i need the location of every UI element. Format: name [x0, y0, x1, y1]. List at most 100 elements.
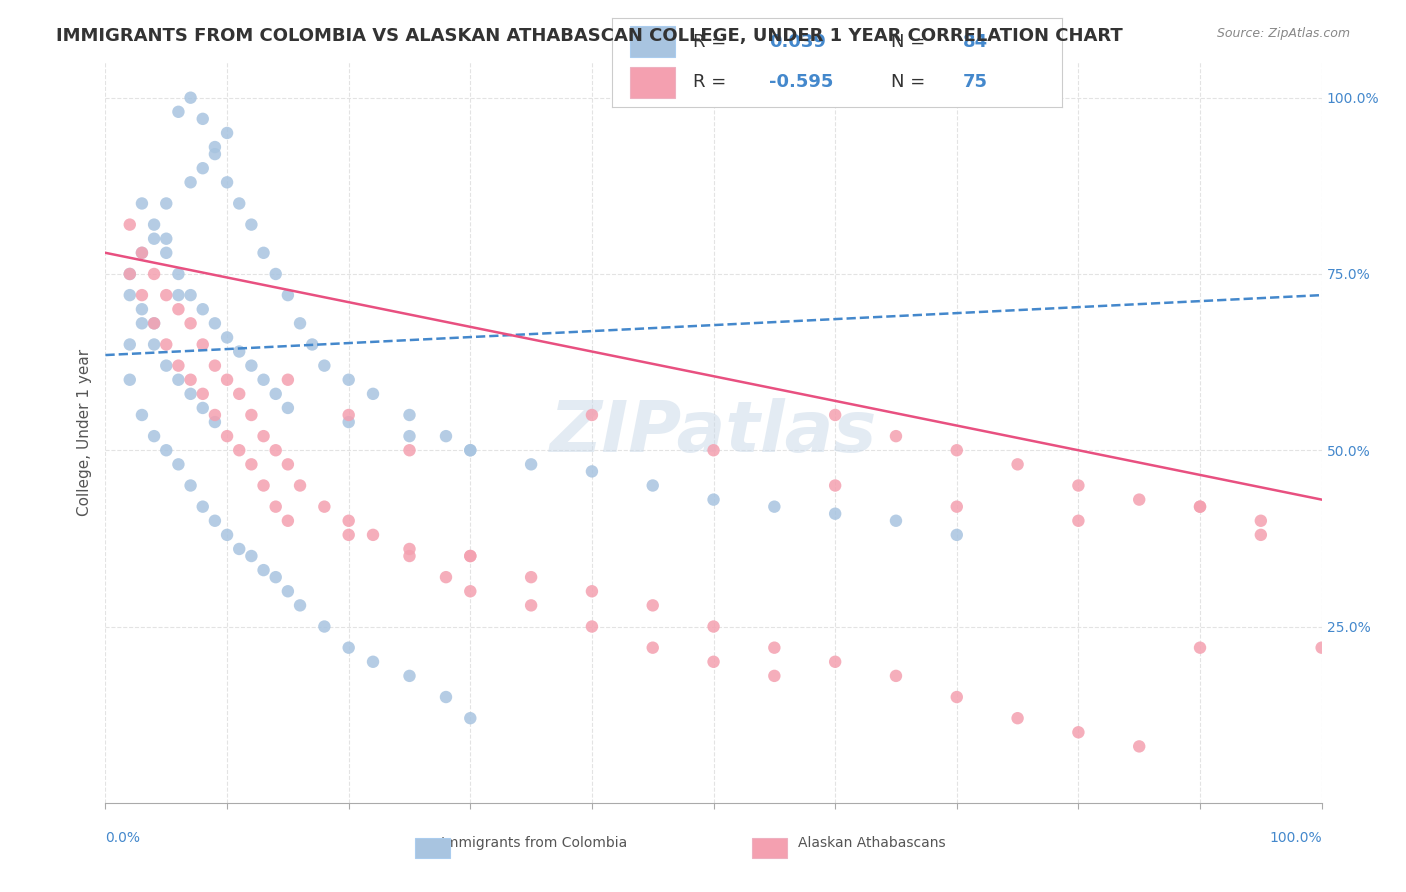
- Point: [1189, 500, 1212, 514]
- Point: [361, 387, 384, 401]
- Point: [131, 245, 153, 260]
- Point: [180, 91, 202, 105]
- Y-axis label: College, Under 1 year: College, Under 1 year: [76, 349, 91, 516]
- Point: [1067, 478, 1090, 492]
- Point: [398, 408, 420, 422]
- Point: [155, 359, 177, 373]
- Point: [240, 408, 263, 422]
- Point: [143, 232, 166, 246]
- Text: N =: N =: [890, 33, 925, 51]
- Point: [204, 514, 226, 528]
- Point: [277, 401, 299, 415]
- Point: [252, 429, 274, 443]
- Point: [398, 443, 420, 458]
- Point: [217, 126, 239, 140]
- Point: [434, 429, 457, 443]
- Point: [191, 112, 214, 126]
- Point: [763, 640, 786, 655]
- Text: 100.0%: 100.0%: [1270, 831, 1322, 846]
- Point: [118, 373, 141, 387]
- Point: [240, 549, 263, 563]
- Point: [131, 316, 153, 330]
- Point: [641, 478, 664, 492]
- Point: [1007, 458, 1029, 472]
- Point: [180, 373, 202, 387]
- Point: [252, 245, 274, 260]
- Point: [458, 711, 481, 725]
- Point: [180, 478, 202, 492]
- Point: [252, 563, 274, 577]
- Point: [945, 528, 967, 542]
- Point: [204, 140, 226, 154]
- Text: IMMIGRANTS FROM COLOMBIA VS ALASKAN ATHABASCAN COLLEGE, UNDER 1 YEAR CORRELATION: IMMIGRANTS FROM COLOMBIA VS ALASKAN ATHA…: [56, 27, 1123, 45]
- Point: [204, 316, 226, 330]
- Point: [143, 429, 166, 443]
- Point: [398, 669, 420, 683]
- Point: [143, 316, 166, 330]
- Point: [581, 619, 603, 633]
- Point: [167, 104, 190, 119]
- Point: [191, 161, 214, 176]
- Point: [458, 443, 481, 458]
- Point: [191, 337, 214, 351]
- Point: [131, 196, 153, 211]
- Point: [143, 316, 166, 330]
- Point: [945, 443, 967, 458]
- Point: [824, 507, 846, 521]
- Point: [118, 267, 141, 281]
- Point: [131, 408, 153, 422]
- Point: [458, 584, 481, 599]
- Point: [228, 196, 250, 211]
- Point: [191, 387, 214, 401]
- Point: [314, 619, 336, 633]
- Point: [458, 443, 481, 458]
- Point: [228, 344, 250, 359]
- Point: [361, 655, 384, 669]
- Point: [520, 570, 543, 584]
- Point: [1250, 514, 1272, 528]
- Point: [1128, 739, 1150, 754]
- Point: [520, 458, 543, 472]
- Point: [277, 373, 299, 387]
- Point: [217, 373, 239, 387]
- Point: [204, 359, 226, 373]
- Point: [277, 584, 299, 599]
- Point: [155, 245, 177, 260]
- Point: [118, 288, 141, 302]
- Point: [314, 500, 336, 514]
- Point: [945, 500, 967, 514]
- Point: [458, 549, 481, 563]
- Point: [824, 478, 846, 492]
- Point: [884, 429, 907, 443]
- Point: [228, 443, 250, 458]
- Text: Alaskan Athabascans: Alaskan Athabascans: [799, 836, 945, 850]
- Point: [228, 541, 250, 556]
- Text: -0.595: -0.595: [769, 73, 834, 91]
- Point: [277, 288, 299, 302]
- Bar: [630, 67, 675, 98]
- Point: [131, 302, 153, 317]
- Point: [314, 359, 336, 373]
- Point: [155, 288, 177, 302]
- Text: 0.0%: 0.0%: [105, 831, 141, 846]
- Point: [264, 500, 287, 514]
- Point: [1189, 500, 1212, 514]
- Point: [252, 478, 274, 492]
- Point: [581, 408, 603, 422]
- Point: [264, 443, 287, 458]
- Point: [398, 541, 420, 556]
- Point: [180, 387, 202, 401]
- Point: [264, 267, 287, 281]
- Point: [155, 337, 177, 351]
- Point: [945, 690, 967, 704]
- Text: Source: ZipAtlas.com: Source: ZipAtlas.com: [1216, 27, 1350, 40]
- Point: [204, 415, 226, 429]
- Point: [641, 640, 664, 655]
- Point: [1250, 528, 1272, 542]
- Point: [191, 401, 214, 415]
- Point: [702, 443, 725, 458]
- Point: [288, 316, 311, 330]
- Point: [824, 408, 846, 422]
- Point: [434, 690, 457, 704]
- Point: [217, 175, 239, 189]
